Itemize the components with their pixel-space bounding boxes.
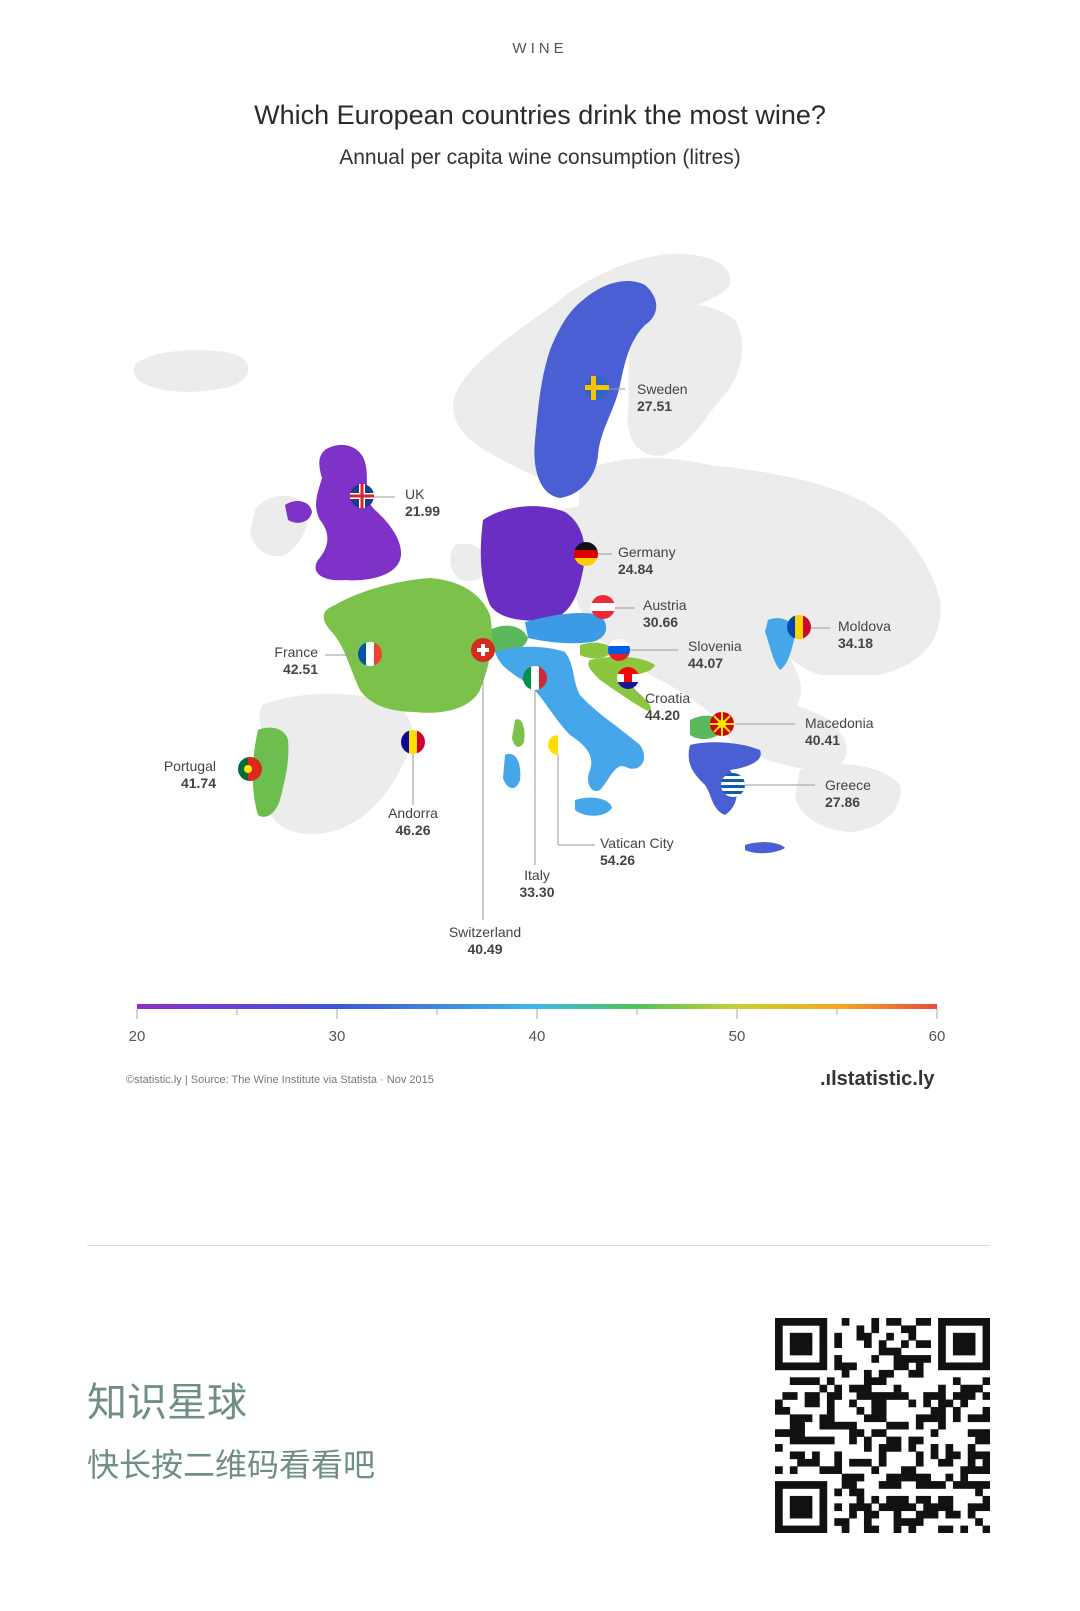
flag-slovenia-icon	[608, 639, 630, 661]
label-slovenia-value: 44.07	[688, 655, 723, 671]
label-portugal-name: Portugal	[164, 758, 216, 774]
country-shapes	[252, 280, 795, 854]
scale-tick-label: 40	[529, 1028, 546, 1045]
label-portugal-value: 41.74	[181, 775, 216, 791]
leader-lines	[242, 388, 830, 920]
scale-tick-label: 30	[329, 1028, 346, 1045]
flag-germany-icon	[574, 542, 598, 566]
label-switzerland-name: Switzerland	[449, 924, 521, 940]
label-croatia-value: 44.20	[645, 707, 680, 723]
scale-tick-label: 50	[729, 1028, 746, 1045]
flag-italy-icon	[523, 666, 547, 690]
label-vatican-value: 54.26	[600, 852, 635, 868]
label-sweden-name: Sweden	[637, 381, 688, 397]
label-moldova-value: 34.18	[838, 635, 873, 651]
color-scale-bar	[137, 1004, 937, 1009]
flag-vatican-icon	[548, 735, 568, 755]
country-uk	[315, 444, 402, 581]
label-france-name: France	[274, 644, 318, 660]
qr-code-icon[interactable]	[775, 1318, 990, 1533]
label-sweden-value: 27.51	[637, 398, 672, 414]
label-andorra-name: Andorra	[388, 805, 438, 821]
promo-subtitle: 快长按二维码看看吧	[87, 1446, 376, 1484]
label-vatican-name: Vatican City	[600, 835, 674, 851]
label-austria-name: Austria	[643, 597, 687, 613]
label-italy-value: 33.30	[519, 884, 554, 900]
label-macedonia-value: 40.41	[805, 732, 840, 748]
country-labels: Sweden 27.51 UK 21.99 Germany 24.84 Aust…	[164, 381, 891, 957]
flag-switzerland-icon	[471, 638, 495, 662]
flag-moldova-icon	[787, 615, 811, 639]
page-subtitle: Annual per capita wine consumption (litr…	[339, 146, 741, 169]
country-switzerland	[486, 625, 528, 653]
country-slovenia	[580, 642, 612, 659]
kicker-label: WINE	[512, 40, 568, 57]
label-germany-value: 24.84	[618, 561, 653, 577]
country-austria	[525, 612, 607, 644]
scale-tick-label: 60	[929, 1028, 946, 1045]
label-macedonia-name: Macedonia	[805, 715, 874, 731]
label-andorra-value: 46.26	[395, 822, 430, 838]
source-note: ©statistic.ly | Source: The Wine Institu…	[126, 1074, 434, 1086]
label-uk-name: UK	[405, 486, 425, 502]
section-divider	[87, 1245, 990, 1246]
scale-tick-label: 20	[129, 1028, 146, 1045]
label-germany-name: Germany	[618, 544, 676, 560]
flag-markers	[238, 376, 811, 797]
color-scale-ticks: 20 30 40 50 60	[129, 1009, 946, 1045]
label-slovenia-name: Slovenia	[688, 638, 742, 654]
country-moldova	[765, 618, 795, 670]
brand-logo: .ılstatistic.ly	[820, 1068, 935, 1090]
flag-uk-icon	[350, 484, 374, 508]
country-germany	[480, 506, 585, 621]
europe-map: Sweden 27.51 UK 21.99 Germany 24.84 Aust…	[129, 253, 946, 1045]
country-france	[323, 578, 492, 713]
label-uk-value: 21.99	[405, 503, 440, 519]
flag-greece-icon	[721, 773, 745, 797]
flag-portugal-icon	[238, 757, 262, 781]
label-greece-value: 27.86	[825, 794, 860, 810]
flag-austria-icon	[591, 595, 615, 619]
label-italy-name: Italy	[524, 867, 550, 883]
promo-title: 知识星球	[87, 1380, 247, 1426]
flag-sweden-icon	[585, 376, 609, 400]
label-greece-name: Greece	[825, 777, 871, 793]
label-austria-value: 30.66	[643, 614, 678, 630]
page-title: Which European countries drink the most …	[254, 100, 826, 130]
label-croatia-name: Croatia	[645, 690, 690, 706]
flag-france-icon	[358, 642, 382, 666]
label-switzerland-value: 40.49	[467, 941, 502, 957]
flag-croatia-icon	[617, 667, 639, 689]
flag-andorra-icon	[401, 730, 425, 754]
flag-macedonia-icon	[710, 712, 734, 736]
label-moldova-name: Moldova	[838, 618, 891, 634]
country-portugal	[252, 727, 289, 817]
label-france-value: 42.51	[283, 661, 318, 677]
